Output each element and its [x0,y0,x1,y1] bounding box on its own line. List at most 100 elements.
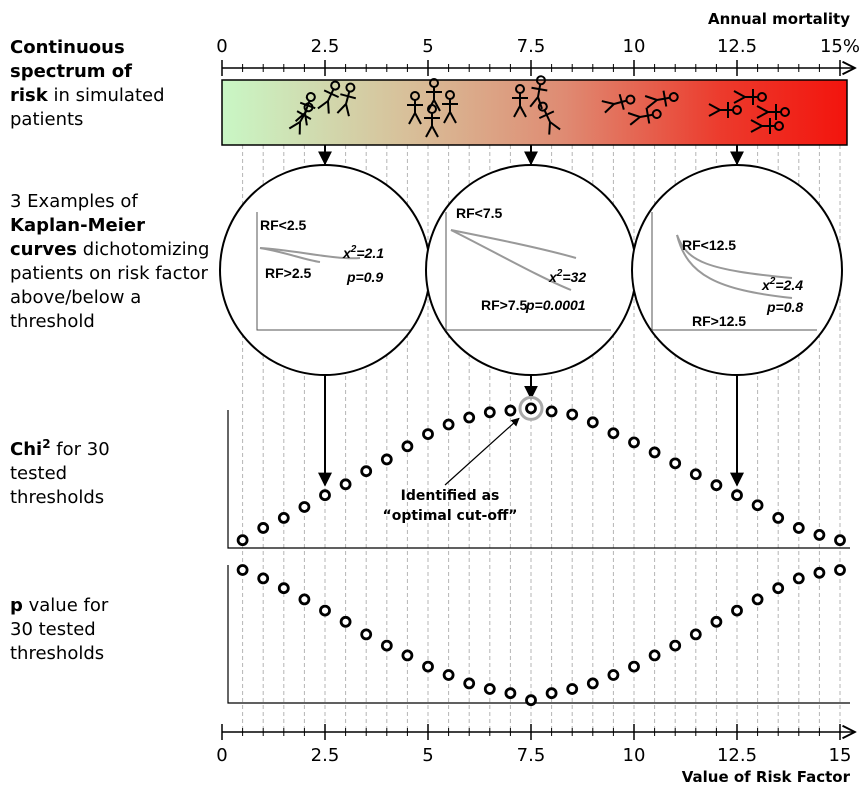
chi2-point [321,491,330,500]
km-p: p=0.9 [346,269,383,285]
p-point [733,606,742,615]
p-point [588,679,597,688]
chi2-point [650,448,659,457]
top-tick-label: 10 [623,36,646,57]
chi2-point [836,536,845,545]
p-point [712,617,721,626]
p-point [547,689,556,698]
annotation-line: “optimal cut-off” [383,508,518,524]
label-text: Chi [10,439,42,460]
p-point [794,574,803,583]
chi2-point [465,413,474,422]
top-tick-label: 15% [820,36,860,57]
bottom-tick-label: 5 [422,745,433,766]
chi2-point [259,523,268,532]
p-point [774,584,783,593]
km-chi: x2=32 [548,268,586,285]
chi2-point [630,438,639,447]
bottom-tick-label: 12.5 [717,745,757,766]
chi2-point [815,530,824,539]
p-point [259,574,268,583]
top-tick-label: 7.5 [517,36,546,57]
bottom-tick-label: 7.5 [517,745,546,766]
chi2-point [403,442,412,451]
figure: Annual mortality Value of Risk Factor 0 2… [0,0,862,788]
chi2-point [424,430,433,439]
chi-value: =2.4 [775,277,803,293]
chi-value: =2.1 [356,245,384,261]
chi2-point [506,406,515,415]
chi2-point [238,536,247,545]
chi2-point [547,407,556,416]
p-axes [228,565,850,703]
bottom-tick-label: 0 [216,745,227,766]
km-lower-label: RF>2.5 [265,265,312,281]
km-chi: x2=2.1 [342,244,384,261]
chi2-point [382,455,391,464]
chi2-point [753,501,762,510]
chi2-point [712,481,721,490]
km-upper-label: RF<12.5 [682,237,736,253]
top-tick-label: 12.5 [717,36,757,57]
bottom-axis-title: Value of Risk Factor [682,768,851,786]
top-axis-title: Annual mortality [708,10,850,28]
p-point [300,595,309,604]
chi2-point [774,513,783,522]
km-lower-label: RF>7.5 [481,297,528,313]
km-chi: x2=2.4 [761,276,803,293]
p-point [485,685,494,694]
km-circle [220,165,430,375]
chi2-point [485,408,494,417]
label-text: 3 Examples of [10,191,138,212]
p-point [444,671,453,680]
label-text: value for 30 tested thresholds [10,595,108,664]
p-point [836,566,845,575]
chi-value: =32 [562,269,586,285]
km-p: p=0.8 [766,299,803,315]
p-point [279,584,288,593]
top-tick-label: 2.5 [311,36,340,57]
p-point [465,679,474,688]
bottom-tick-label: 15 [829,745,852,766]
p-point [321,606,330,615]
km-upper-label: RF<7.5 [456,205,503,221]
bottom-tick-label: 2.5 [311,745,340,766]
p-point [609,671,618,680]
p-point [424,662,433,671]
chi2-point [279,513,288,522]
p-point [650,651,659,660]
top-tick-label: 0 [216,36,227,57]
p-point [238,566,247,575]
chi2-point [444,420,453,429]
p-point [568,685,577,694]
chi2-point [671,459,680,468]
p-point [753,595,762,604]
chi2-point [691,470,700,479]
p-point [630,662,639,671]
p-point [691,630,700,639]
chi2-point [609,429,618,438]
p-point [671,641,680,650]
p-point [815,568,824,577]
top-tick-label: 5 [422,36,433,57]
p-point [362,630,371,639]
chi-axes [228,410,850,548]
km-lower-label: RF>12.5 [692,313,746,329]
p-point [382,641,391,650]
chi2-point [588,418,597,427]
km-p: p=0.0001 [525,297,586,313]
label-text: p [10,595,23,616]
km-circle [632,165,842,375]
chi2-point [362,467,371,476]
row-label: Chi2for 30 tested thresholds [10,438,135,510]
bottom-tick-label: 10 [623,745,646,766]
km-upper-label: RF<2.5 [260,217,307,233]
p-point [403,651,412,660]
chi2-point [341,480,350,489]
chi2-point [794,523,803,532]
chi2-point [527,404,536,413]
label-text: 2 [42,437,50,451]
